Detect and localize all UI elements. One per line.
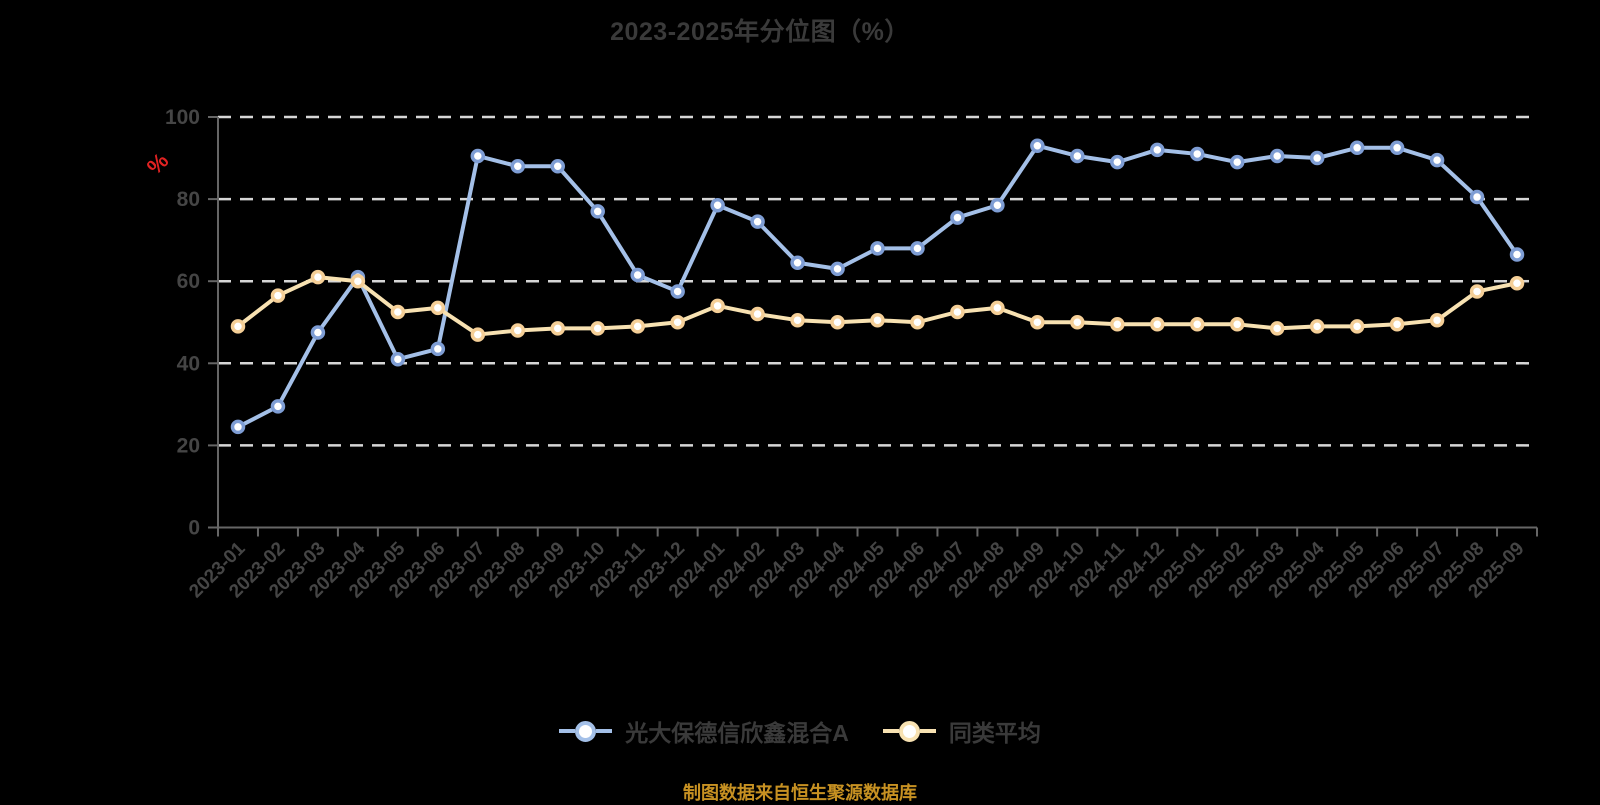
- data-point[interactable]: [1349, 140, 1365, 156]
- data-point[interactable]: [390, 304, 406, 320]
- data-point[interactable]: [950, 304, 965, 320]
- data-point[interactable]: [230, 419, 246, 435]
- data-point[interactable]: [310, 269, 326, 285]
- data-point[interactable]: [270, 288, 286, 303]
- data-point[interactable]: [750, 214, 765, 229]
- data-point[interactable]: [1509, 247, 1525, 262]
- data-point[interactable]: [1509, 276, 1525, 291]
- data-point[interactable]: [990, 300, 1005, 316]
- data-point[interactable]: [1309, 319, 1325, 334]
- svg-text:80: 80: [177, 188, 200, 211]
- series-fund-a-line[interactable]: [230, 138, 1525, 435]
- y-gridlines: [218, 115, 1537, 447]
- svg-text:20: 20: [177, 434, 200, 457]
- data-point[interactable]: [830, 261, 845, 277]
- legend: 光大保德信欣鑫混合A 同类平均: [0, 714, 1600, 748]
- data-point[interactable]: [830, 315, 845, 330]
- data-point[interactable]: [1030, 138, 1045, 153]
- line-marker-icon: [882, 720, 936, 742]
- data-point[interactable]: [1469, 284, 1485, 299]
- data-point[interactable]: [750, 306, 765, 322]
- data-point[interactable]: [550, 321, 565, 336]
- data-point[interactable]: [350, 273, 366, 289]
- data-point[interactable]: [310, 325, 326, 340]
- series-category-average-line[interactable]: [230, 269, 1525, 342]
- data-point[interactable]: [1190, 317, 1205, 332]
- data-point[interactable]: [270, 399, 286, 414]
- data-point[interactable]: [470, 327, 486, 342]
- data-point[interactable]: [1429, 312, 1445, 328]
- data-point[interactable]: [430, 300, 446, 316]
- data-point[interactable]: [550, 159, 565, 174]
- x-axis-labels: 2023-012023-022023-032023-042023-052023-…: [185, 538, 1528, 602]
- data-point[interactable]: [1070, 315, 1085, 330]
- data-point[interactable]: [470, 148, 486, 164]
- legend-item-fund-a[interactable]: 光大保德信欣鑫混合A: [559, 714, 849, 748]
- legend-label-fund-a: 光大保德信欣鑫混合A: [625, 720, 849, 746]
- chart-title: 2023-2025年分位图（%）: [610, 18, 910, 46]
- data-point[interactable]: [1389, 140, 1405, 156]
- data-point[interactable]: [1269, 148, 1285, 164]
- data-point[interactable]: [1190, 146, 1205, 162]
- legend-label-category-average: 同类平均: [948, 720, 1041, 746]
- data-point[interactable]: [230, 319, 246, 334]
- data-point[interactable]: [1070, 148, 1085, 164]
- data-point[interactable]: [670, 284, 685, 299]
- data-point[interactable]: [510, 159, 526, 174]
- svg-text:0: 0: [188, 517, 200, 540]
- data-point[interactable]: [710, 298, 725, 314]
- data-point[interactable]: [510, 323, 526, 338]
- data-point[interactable]: [1150, 142, 1165, 158]
- data-point[interactable]: [630, 267, 645, 283]
- svg-text:40: 40: [177, 352, 200, 375]
- svg-text:100: 100: [165, 106, 200, 129]
- axes: [208, 116, 1538, 537]
- data-point[interactable]: [1469, 189, 1485, 205]
- data-point[interactable]: [1030, 315, 1045, 330]
- y-axis-unit-label: %: [142, 148, 174, 180]
- data-point[interactable]: [430, 341, 446, 357]
- data-point[interactable]: [1269, 321, 1285, 336]
- data-point[interactable]: [990, 198, 1005, 213]
- data-point[interactable]: [1110, 154, 1125, 170]
- data-point[interactable]: [870, 312, 885, 328]
- data-point[interactable]: [1229, 154, 1245, 170]
- data-point[interactable]: [630, 319, 645, 334]
- data-point[interactable]: [1229, 317, 1245, 332]
- data-point[interactable]: [1110, 317, 1125, 332]
- data-point[interactable]: [1429, 152, 1445, 168]
- data-point[interactable]: [950, 210, 965, 225]
- data-point[interactable]: [1349, 319, 1365, 334]
- data-point[interactable]: [1150, 317, 1165, 332]
- data-source-note: 制图数据来自恒生聚源数据库: [683, 783, 917, 803]
- data-point[interactable]: [590, 321, 605, 336]
- data-point[interactable]: [390, 351, 406, 367]
- data-point[interactable]: [590, 204, 605, 219]
- y-axis-labels: 0 20 40 60 80 100: [165, 106, 200, 540]
- data-point[interactable]: [1309, 150, 1325, 166]
- data-point[interactable]: [710, 198, 725, 213]
- data-point[interactable]: [870, 241, 885, 256]
- data-point[interactable]: [790, 255, 805, 270]
- data-point[interactable]: [910, 241, 925, 256]
- legend-item-category-average[interactable]: 同类平均: [882, 714, 1041, 748]
- data-point[interactable]: [670, 315, 685, 330]
- data-point[interactable]: [910, 315, 925, 330]
- svg-text:60: 60: [177, 270, 200, 293]
- line-marker-icon: [559, 720, 613, 742]
- data-point[interactable]: [790, 312, 805, 328]
- data-point[interactable]: [1389, 317, 1405, 332]
